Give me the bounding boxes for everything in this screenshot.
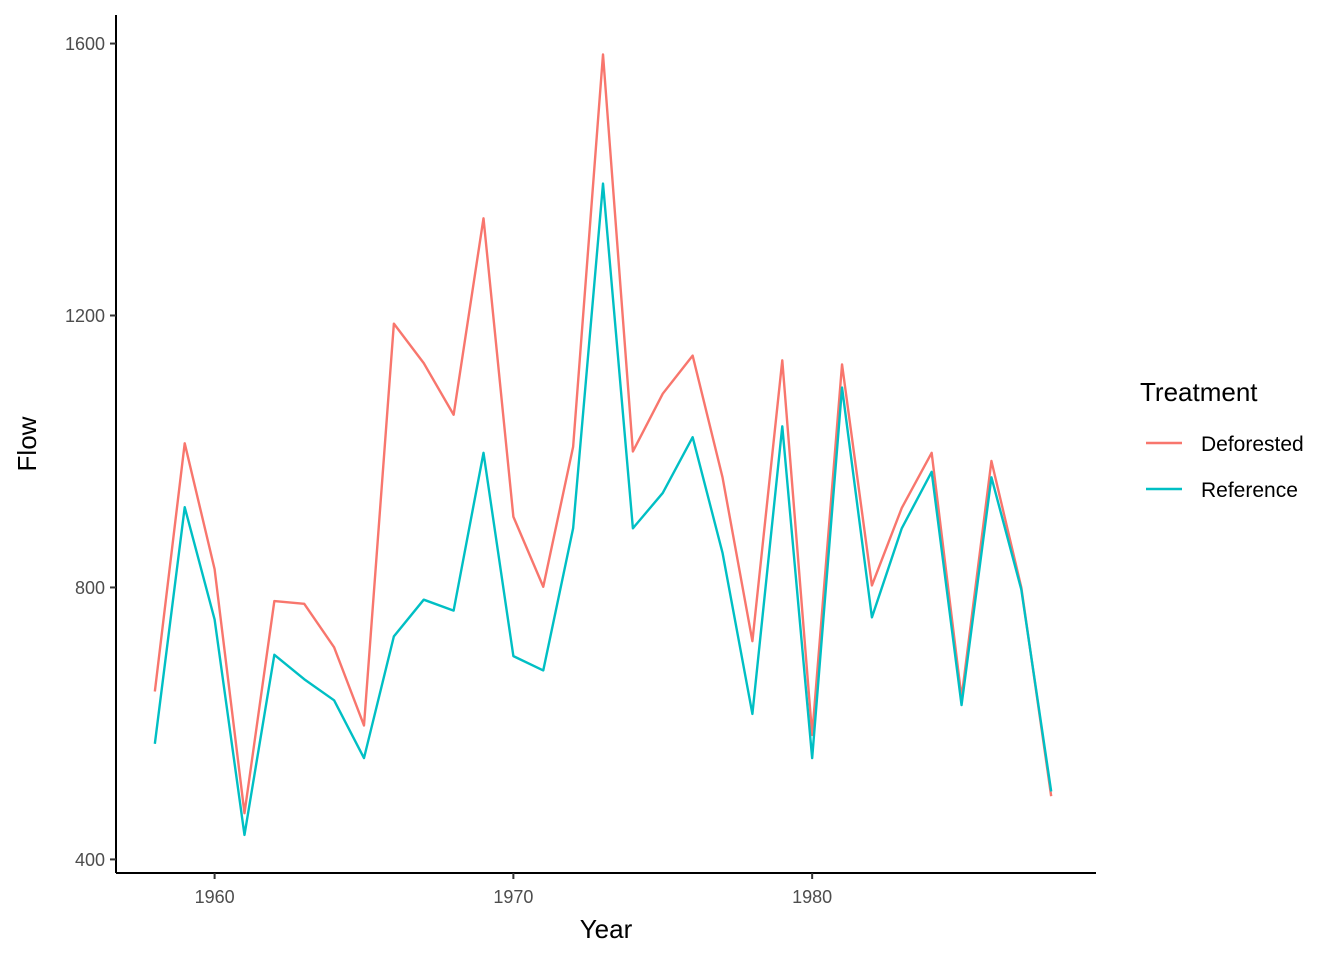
- x-tick-label: 1960: [195, 887, 235, 907]
- y-tick-label: 400: [75, 850, 105, 870]
- legend-title: Treatment: [1140, 377, 1258, 407]
- y-tick-label: 1200: [65, 306, 105, 326]
- y-tick-label: 800: [75, 578, 105, 598]
- y-axis-title: Flow: [12, 416, 42, 471]
- y-axis-ticks: 400 800 1200 1600: [65, 34, 116, 870]
- x-axis-title: Year: [580, 914, 633, 944]
- legend-label-deforested: Deforested: [1201, 433, 1304, 456]
- plot-lines: [153, 53, 1053, 837]
- series-line-reference: [153, 182, 1053, 837]
- legend-label-reference: Reference: [1201, 479, 1298, 502]
- legend: Treatment Deforested Reference: [1140, 377, 1304, 502]
- y-tick-label: 1600: [65, 34, 105, 54]
- x-axis-ticks: 1960 1970 1980: [195, 873, 832, 907]
- series-line-deforested: [153, 53, 1053, 815]
- x-tick-label: 1970: [493, 887, 533, 907]
- x-tick-label: 1980: [792, 887, 832, 907]
